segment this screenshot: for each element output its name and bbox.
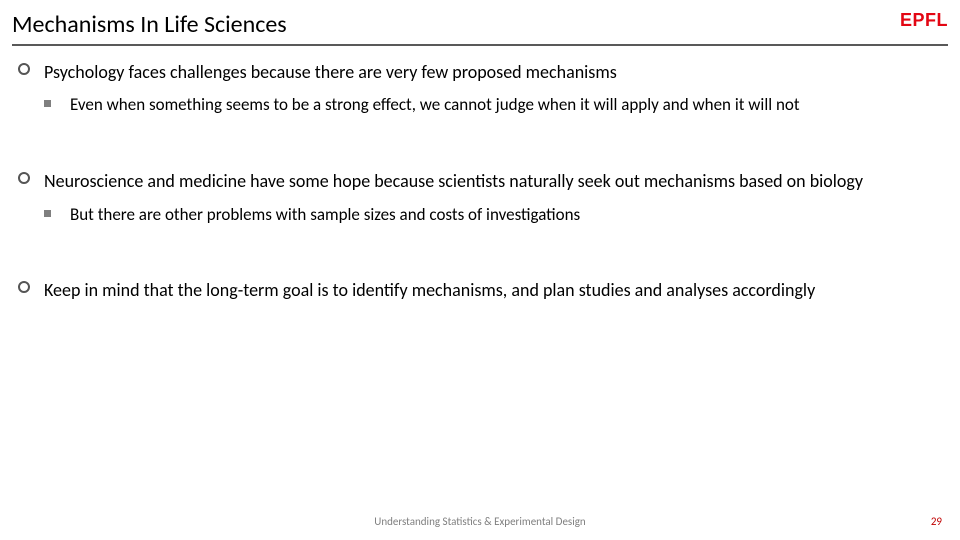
bullet-l1: Psychology faces challenges because ther…: [18, 60, 942, 84]
header: Mechanisms In Life Sciences EPFL: [12, 10, 948, 39]
bullet-text: Neuroscience and medicine have some hope…: [44, 170, 863, 192]
title-rule: [12, 44, 948, 46]
spacer: [18, 127, 942, 169]
circle-bullet-icon: [18, 63, 30, 75]
spacer: [18, 236, 942, 278]
footer-text: Understanding Statistics & Experimental …: [0, 515, 960, 528]
content: Psychology faces challenges because ther…: [18, 60, 942, 313]
bullet-l1: Keep in mind that the long-term goal is …: [18, 278, 942, 302]
bullet-l2: But there are other problems with sample…: [44, 204, 942, 227]
bullet-text: But there are other problems with sample…: [70, 204, 580, 225]
bullet-text: Psychology faces challenges because ther…: [44, 61, 617, 83]
bullet-text: Keep in mind that the long-term goal is …: [44, 279, 815, 301]
circle-bullet-icon: [18, 281, 30, 293]
square-bullet-icon: [44, 210, 51, 217]
epfl-logo: EPFL: [900, 10, 948, 31]
bullet-text: Even when something seems to be a strong…: [70, 94, 800, 115]
bullet-l1: Neuroscience and medicine have some hope…: [18, 169, 942, 193]
bullet-l2: Even when something seems to be a strong…: [44, 94, 942, 117]
circle-bullet-icon: [18, 172, 30, 184]
slide-title: Mechanisms In Life Sciences: [12, 10, 948, 39]
square-bullet-icon: [44, 100, 51, 107]
page-number: 29: [931, 515, 942, 528]
slide: Mechanisms In Life Sciences EPFL Psychol…: [0, 0, 960, 540]
